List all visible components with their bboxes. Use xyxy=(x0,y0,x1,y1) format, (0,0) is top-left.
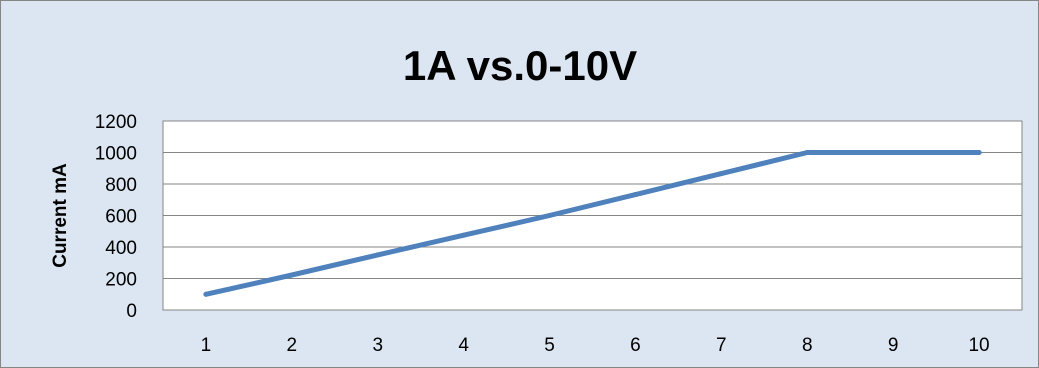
x-tick-label: 1 xyxy=(201,335,212,356)
data-point xyxy=(804,150,810,155)
data-point xyxy=(547,213,553,218)
data-point xyxy=(203,291,209,297)
x-tick-label: 3 xyxy=(372,335,383,356)
y-tick-label: 0 xyxy=(126,301,137,322)
y-tick-label: 800 xyxy=(105,175,137,196)
series-group xyxy=(203,150,982,297)
x-tick-label: 7 xyxy=(716,335,727,356)
x-tick-label: 2 xyxy=(287,335,298,356)
y-tick-label: 1000 xyxy=(95,144,137,165)
y-tick-label: 600 xyxy=(105,207,137,228)
data-point xyxy=(718,171,724,177)
data-point xyxy=(375,252,381,258)
x-tick-label: 6 xyxy=(630,335,641,356)
data-point xyxy=(461,232,467,238)
data-point xyxy=(632,192,638,198)
y-axis-label: Current mA xyxy=(50,163,71,268)
data-point xyxy=(890,150,896,155)
y-tick-label: 1200 xyxy=(95,112,137,133)
grid-lines xyxy=(163,120,1022,311)
y-axis-ticks: 0 200 400 600 800 1000 1200 xyxy=(95,112,137,322)
series-line xyxy=(203,150,982,297)
x-axis-ticks: 1 2 3 4 5 6 7 8 9 10 xyxy=(201,335,990,356)
x-tick-label: 10 xyxy=(968,335,989,356)
y-tick-label: 400 xyxy=(105,238,137,259)
chart-title: 1A vs.0-10V xyxy=(403,42,637,89)
x-tick-label: 9 xyxy=(888,335,899,356)
x-tick-label: 8 xyxy=(802,335,813,356)
x-tick-label: 5 xyxy=(544,335,555,356)
y-tick-label: 200 xyxy=(105,270,137,291)
data-point xyxy=(289,272,295,278)
x-tick-label: 4 xyxy=(458,335,469,356)
data-point xyxy=(976,150,982,155)
